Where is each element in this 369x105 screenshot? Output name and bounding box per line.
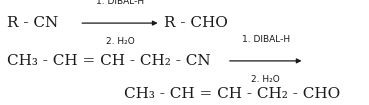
Text: CH₃ - CH = CH - CH₂ - CHO: CH₃ - CH = CH - CH₂ - CHO: [124, 87, 340, 102]
Text: 1. DIBAL-H: 1. DIBAL-H: [96, 0, 144, 6]
Text: 2. H₂O: 2. H₂O: [251, 75, 280, 84]
Text: R - CHO: R - CHO: [164, 16, 228, 30]
Text: R - CN: R - CN: [7, 16, 59, 30]
Text: 1. DIBAL-H: 1. DIBAL-H: [242, 35, 290, 44]
Text: CH₃ - CH = CH - CH₂ - CN: CH₃ - CH = CH - CH₂ - CN: [7, 54, 211, 68]
Text: 2. H₂O: 2. H₂O: [106, 37, 134, 46]
